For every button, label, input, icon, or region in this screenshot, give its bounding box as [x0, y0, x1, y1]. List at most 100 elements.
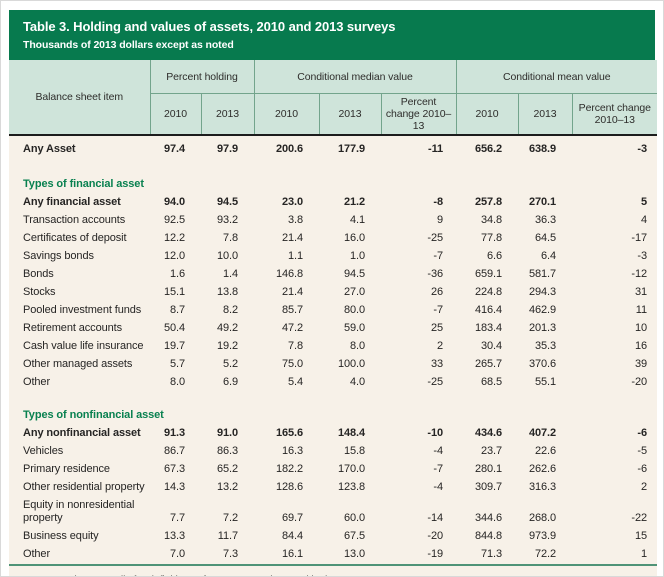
- stub-column-header: Balance sheet item: [9, 60, 151, 135]
- value-cell: 11.7: [217, 530, 238, 542]
- value-cell: 93.2: [216, 214, 238, 226]
- section-header-row: Types of financial asset: [9, 174, 657, 194]
- value-cell: 8.0: [350, 340, 365, 352]
- value-cell: 201.3: [528, 322, 556, 334]
- value-cell: -7: [433, 304, 443, 316]
- value-cell: 60.0: [343, 512, 365, 524]
- spacer-cell: [9, 161, 657, 174]
- value-cell: 21.2: [343, 196, 365, 208]
- value-cell: 5.4: [288, 376, 303, 388]
- sub-header-2013: 2013: [517, 93, 572, 135]
- row-label: Other: [23, 548, 51, 560]
- value-cell: 200.6: [275, 143, 303, 155]
- table-row: Any Asset 97.4 97.9 200.6 177.9 -11 656.2 638.9…: [9, 135, 657, 161]
- value-cell: 1.4: [223, 268, 238, 280]
- value-cell: 16.3: [281, 445, 303, 457]
- row-label: Transaction accounts: [23, 214, 126, 226]
- value-cell: 8.0: [170, 376, 185, 388]
- value-cell: -19: [427, 548, 443, 560]
- value-cell: 77.8: [480, 232, 502, 244]
- value-cell: 72.2: [534, 548, 556, 560]
- value-cell: 59.0: [343, 322, 365, 334]
- value-cell: 416.4: [474, 304, 502, 316]
- sub-header-2013: 2013: [318, 93, 381, 135]
- table-row: Equity in nonresidential property 7.7 7.2 6…: [9, 497, 657, 528]
- value-cell: 7.8: [288, 340, 303, 352]
- value-cell: -25: [427, 376, 443, 388]
- sub-header-percent-change: Percent change 2010–13: [380, 93, 456, 135]
- value-cell: -10: [427, 427, 443, 439]
- value-cell: 47.2: [281, 322, 303, 334]
- value-cell: 128.6: [275, 481, 303, 493]
- table-title: Table 3. Holding and values of assets, 2…: [23, 19, 396, 34]
- value-cell: 13.3: [163, 530, 185, 542]
- value-cell: -11: [428, 143, 443, 155]
- value-cell: 6.9: [223, 376, 238, 388]
- value-cell: 94.5: [343, 268, 365, 280]
- group-header-conditional-median: Conditional median value: [253, 60, 456, 94]
- value-cell: 4: [640, 214, 648, 226]
- value-cell: -8: [433, 196, 443, 208]
- row-label: Cash value life insurance: [23, 340, 144, 352]
- value-cell: 257.8: [474, 196, 502, 208]
- value-cell: 67.3: [163, 463, 185, 475]
- value-cell: -4: [433, 445, 443, 457]
- value-cell: -6: [637, 427, 648, 439]
- value-cell: 294.3: [528, 286, 556, 298]
- value-cell: 177.9: [337, 143, 365, 155]
- value-cell: 75.0: [281, 358, 303, 370]
- value-cell: 146.8: [275, 268, 303, 280]
- value-cell: 94.0: [163, 196, 185, 208]
- row-label: Other: [23, 376, 51, 388]
- section-header-label: Types of financial asset: [23, 178, 144, 190]
- value-cell: 12.2: [163, 232, 185, 244]
- value-cell: 50.4: [163, 322, 185, 334]
- table-row: Other managed assets 5.7 5.2 75.0 100.0 33 265…: [9, 356, 657, 374]
- value-cell: 1.1: [288, 250, 303, 262]
- value-cell: 23.7: [480, 445, 502, 457]
- sub-header-2010: 2010: [150, 93, 201, 135]
- table-row: Pooled investment funds 8.7 8.2 85.7 80.0 -7 4…: [9, 302, 657, 320]
- sub-header-2010: 2010: [253, 93, 319, 135]
- value-cell: 170.0: [337, 463, 365, 475]
- value-cell: -3: [637, 250, 648, 262]
- value-cell: 65.2: [216, 463, 238, 475]
- value-cell: 6.4: [541, 250, 556, 262]
- value-cell: 9: [436, 214, 443, 226]
- row-label: Retirement accounts: [23, 322, 122, 334]
- row-label: Pooled investment funds: [23, 304, 142, 316]
- row-label: Primary residence: [23, 463, 110, 475]
- table-row: Certificates of deposit 12.2 7.8 21.4 16.0 -2…: [9, 230, 657, 248]
- value-cell: 7.8: [223, 232, 238, 244]
- spacer-row: [9, 392, 657, 405]
- value-cell: 12.0: [163, 250, 185, 262]
- table-header: Balance sheet item Percent holding Condi…: [9, 60, 658, 135]
- value-cell: 15: [634, 530, 648, 542]
- row-label: Savings bonds: [23, 250, 94, 262]
- value-cell: 5.2: [223, 358, 238, 370]
- value-cell: 97.4: [163, 143, 185, 155]
- row-label: Any nonfinancial asset: [23, 427, 141, 439]
- value-cell: 4.1: [350, 214, 365, 226]
- value-cell: 33: [430, 358, 443, 370]
- value-cell: 19.2: [216, 340, 238, 352]
- value-cell: 13.8: [216, 286, 238, 298]
- row-label: Any Asset: [23, 143, 76, 155]
- value-cell: 16.1: [281, 548, 303, 560]
- value-cell: -20: [427, 530, 443, 542]
- value-cell: 21.4: [281, 232, 303, 244]
- value-cell: 2: [436, 340, 443, 352]
- value-cell: -14: [427, 512, 443, 524]
- value-cell: 123.8: [337, 481, 365, 493]
- value-cell: 13.2: [216, 481, 238, 493]
- value-cell: 656.2: [474, 143, 502, 155]
- section-header-label: Types of nonfinancial asset: [23, 409, 164, 421]
- value-cell: 25: [430, 322, 443, 334]
- value-cell: 6.6: [487, 250, 502, 262]
- row-label: Vehicles: [23, 445, 64, 457]
- table-title-bar: Table 3. Holding and values of assets, 2…: [9, 10, 655, 60]
- value-cell: 97.9: [216, 143, 238, 155]
- table-row: Any nonfinancial asset 91.3 91.0 165.6 148.4…: [9, 425, 657, 443]
- value-cell: 68.5: [480, 376, 502, 388]
- value-cell: 64.5: [534, 232, 556, 244]
